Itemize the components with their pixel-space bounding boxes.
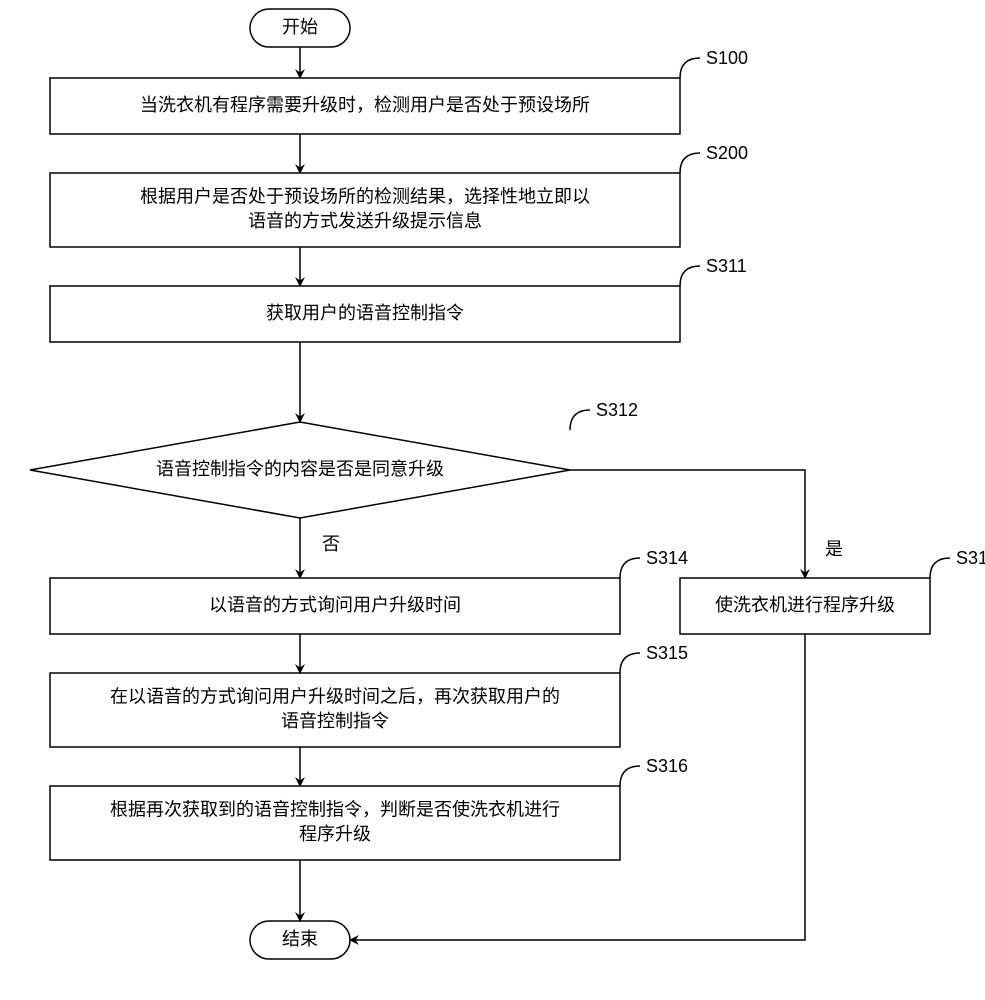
node-text: 结束 (282, 929, 318, 949)
tag-leader (570, 410, 590, 430)
node-text: 语音控制指令 (281, 711, 389, 731)
step-tag: S314 (646, 548, 688, 568)
node-text: 开始 (282, 17, 318, 37)
node-text: 程序升级 (299, 824, 371, 844)
tag-leader (680, 58, 700, 78)
flow-edge (350, 634, 805, 940)
step-tag: S200 (706, 143, 748, 163)
tag-leader (620, 766, 640, 786)
tag-leader (620, 558, 640, 578)
tag-leader (930, 558, 950, 578)
step-tag: S311 (706, 256, 747, 276)
node-text: 在以语音的方式询问用户升级时间之后，再次获取用户的 (110, 687, 560, 707)
node-text: 当洗衣机有程序需要升级时，检测用户是否处于预设场所 (140, 95, 590, 115)
step-tag: S315 (646, 643, 688, 663)
tag-leader (620, 653, 640, 673)
step-tag: S312 (596, 400, 638, 420)
node-text: 根据用户是否处于预设场所的检测结果，选择性地立即以 (140, 187, 590, 207)
node-text: 以语音的方式询问用户升级时间 (209, 595, 461, 615)
node-text: 使洗衣机进行程序升级 (715, 595, 895, 615)
node-text: 语音控制指令的内容是否是同意升级 (156, 459, 444, 479)
step-tag: S316 (646, 756, 688, 776)
node-text: 根据再次获取到的语音控制指令，判断是否使洗衣机进行 (110, 800, 560, 820)
step-tag: S100 (706, 48, 748, 68)
edge-label: 是 (825, 539, 843, 559)
node-text: 语音的方式发送升级提示信息 (248, 211, 482, 231)
edge-label: 否 (322, 534, 340, 554)
step-tag: S313 (956, 548, 985, 568)
tag-leader (680, 153, 700, 173)
node-text: 获取用户的语音控制指令 (266, 303, 464, 323)
tag-leader (680, 266, 700, 286)
